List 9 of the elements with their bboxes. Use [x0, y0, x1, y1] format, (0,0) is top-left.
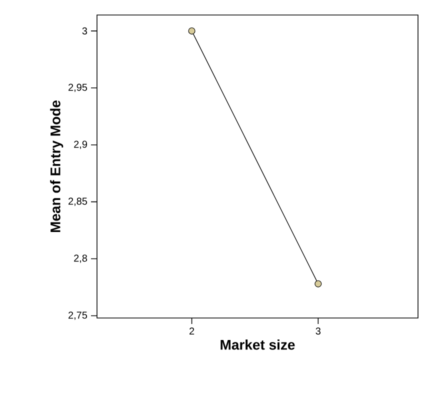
y-tick-label: 2,75 [68, 312, 88, 320]
y-tick-label: 3 [82, 27, 88, 34]
y-tick-label: 2,9 [74, 140, 88, 149]
y-tick-label: 2,8 [74, 254, 88, 263]
y-tick-label: 2,95 [68, 84, 88, 92]
x-tick-label: 2 [190, 328, 194, 335]
x-axis-title: Market size [220, 339, 295, 350]
y-tick-label: 2,85 [68, 198, 88, 206]
y-axis-title: Mean of Entry Mode [50, 100, 64, 232]
